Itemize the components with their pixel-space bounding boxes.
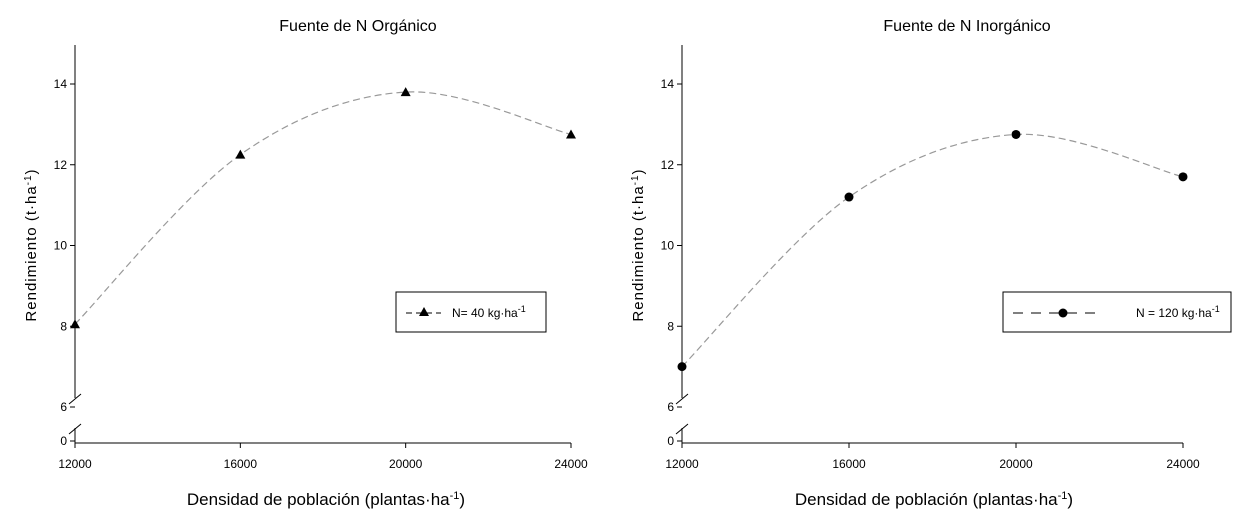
y-tick-label: 6 bbox=[667, 400, 674, 414]
legend-marker bbox=[419, 307, 429, 316]
legend: N = 120 kg·ha-1 bbox=[1002, 291, 1232, 333]
y-tick-label: 14 bbox=[54, 77, 68, 91]
y-tick-label: 8 bbox=[60, 319, 67, 333]
chart-panel-2: Fuente de N Inorgánico 0 6 8 10 12 14 12000 1600… bbox=[630, 18, 1232, 509]
x-tick-label: 16000 bbox=[832, 457, 866, 471]
data-point bbox=[235, 149, 246, 159]
x-axis-label: Densidad de población (plantas·ha-1) bbox=[795, 490, 1073, 509]
legend-box bbox=[395, 291, 547, 333]
x-tick-label: 20000 bbox=[999, 457, 1033, 471]
y-axis-label: Rendimiento (t·ha-1) bbox=[630, 168, 648, 321]
x-tick-label: 20000 bbox=[389, 457, 423, 471]
y-tick-label: 8 bbox=[667, 319, 674, 333]
y-tick-label: 0 bbox=[667, 434, 674, 448]
series-line bbox=[74, 91, 572, 325]
y-tick-label: 10 bbox=[661, 239, 675, 253]
legend-box bbox=[1002, 291, 1232, 333]
x-tick-label: 16000 bbox=[224, 457, 258, 471]
y-tick-label: 12 bbox=[661, 158, 675, 172]
y-tick-label: 14 bbox=[661, 77, 675, 91]
legend-label: N= 40 kg·ha-1 bbox=[452, 304, 526, 320]
data-point bbox=[1011, 129, 1021, 139]
x-tick-label: 24000 bbox=[554, 457, 588, 471]
series-line bbox=[681, 133, 1184, 368]
x-tick-label: 12000 bbox=[665, 457, 699, 471]
y-tick-label: 12 bbox=[54, 158, 68, 172]
legend-label: N = 120 kg·ha-1 bbox=[1136, 304, 1220, 320]
axis-break-mark bbox=[675, 423, 689, 435]
legend-marker bbox=[1058, 308, 1068, 318]
axis-break-mark bbox=[675, 393, 689, 405]
data-point bbox=[844, 192, 854, 202]
legend: N= 40 kg·ha-1 bbox=[395, 291, 547, 333]
x-axis-label: Densidad de población (plantas·ha-1) bbox=[187, 490, 465, 509]
data-point bbox=[566, 129, 576, 139]
chart-panel-1: Fuente de N Orgánico 0 6 8 10 12 14 12000 16000 2… bbox=[23, 18, 589, 509]
data-point bbox=[400, 87, 411, 97]
chart-title: Fuente de N Inorgánico bbox=[883, 18, 1050, 35]
y-tick-label: 6 bbox=[60, 400, 67, 414]
y-tick-label: 10 bbox=[54, 239, 68, 253]
axis-break-mark bbox=[68, 393, 82, 405]
data-point bbox=[1178, 172, 1188, 182]
data-point bbox=[677, 362, 687, 372]
data-point bbox=[70, 319, 80, 329]
y-tick-label: 0 bbox=[60, 434, 67, 448]
chart-title: Fuente de N Orgánico bbox=[279, 18, 437, 35]
x-tick-label: 12000 bbox=[58, 457, 92, 471]
axis-break-mark bbox=[68, 423, 82, 435]
x-tick-label: 24000 bbox=[1166, 457, 1200, 471]
y-axis-label: Rendimiento (t·ha-1) bbox=[23, 168, 41, 321]
